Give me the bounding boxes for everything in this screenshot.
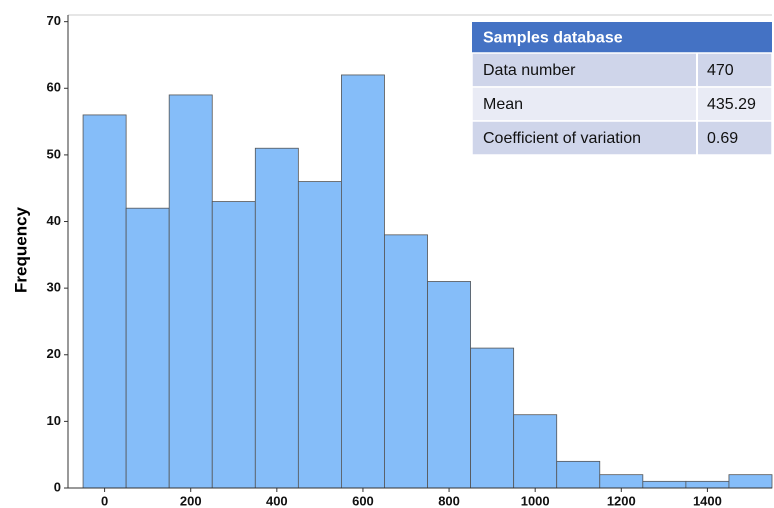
table-cell: Data number [483,62,576,79]
y-tick-label: 60 [47,80,61,95]
y-tick-label: 40 [47,213,61,228]
table-cell: Mean [483,96,523,113]
y-tick-label: 20 [47,346,61,361]
table-cell: 0.69 [707,130,738,147]
bar [254,147,299,489]
y-tick-label: 30 [47,280,61,295]
x-tick-label: 1200 [607,493,636,508]
x-tick-label: 800 [438,493,460,508]
table-row [471,86,773,122]
bar [168,94,213,489]
table-cell: 435.29 [707,96,756,113]
x-tick-label: 600 [352,493,374,508]
bar [211,201,256,489]
bar [384,234,428,489]
bar [642,480,687,489]
y-tick-label: 10 [47,413,61,428]
table-cell: Coefficient of variation [483,130,641,147]
table-cell: 470 [707,62,734,79]
y-axis-label: Frequency [11,206,30,293]
x-tick-label: 1400 [693,493,722,508]
bar [125,207,170,489]
x-tick-label: 200 [180,493,202,508]
bar [427,281,471,489]
table-header [472,22,772,53]
bar [513,414,558,489]
bar [556,460,601,489]
table-row [471,120,773,156]
y-tick-label: 0 [54,479,61,494]
bar [685,480,730,489]
x-tick-label: 0 [101,493,108,508]
x-tick-label: 1000 [521,493,550,508]
y-tick-label: 70 [47,13,61,28]
bar [599,474,644,489]
bar [470,347,515,489]
bar [728,474,773,489]
x-tick-label: 400 [266,493,288,508]
table-title: Samples database [483,30,623,47]
bar [341,74,385,489]
bar [82,114,127,489]
y-tick-label: 50 [47,146,61,161]
bar [297,181,342,489]
